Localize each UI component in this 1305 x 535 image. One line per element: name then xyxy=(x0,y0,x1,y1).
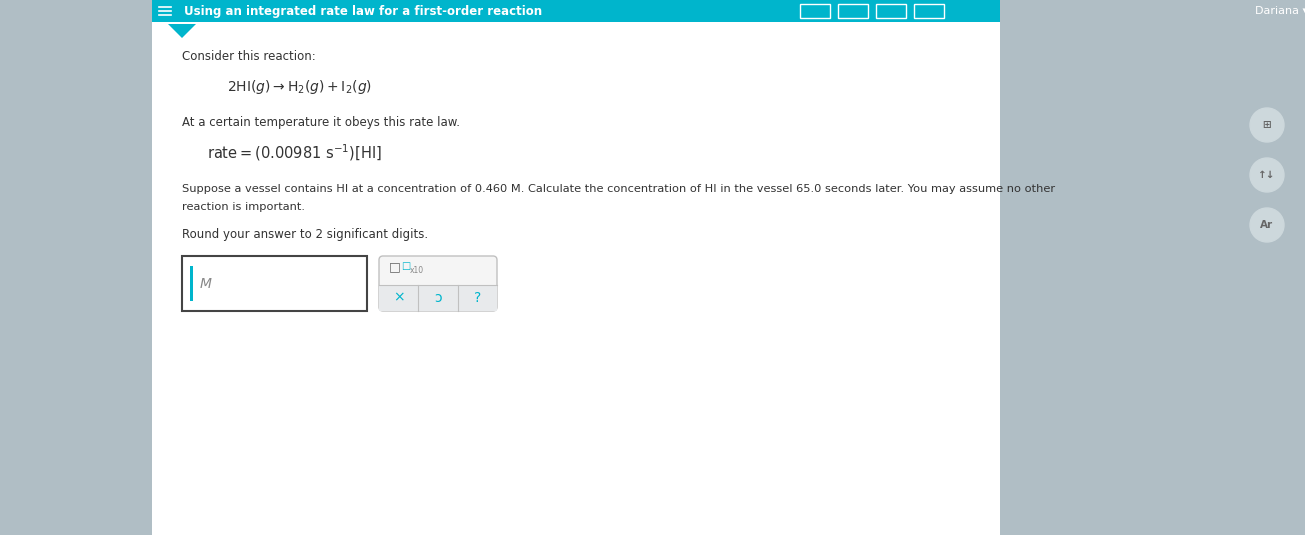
Text: ⊞: ⊞ xyxy=(1263,120,1271,130)
Text: Suppose a vessel contains HI at a concentration of 0.460 Μ. Calculate the concen: Suppose a vessel contains HI at a concen… xyxy=(181,184,1056,194)
Text: Round your answer to 2 significant digits.: Round your answer to 2 significant digit… xyxy=(181,228,428,241)
Bar xyxy=(1000,0,1305,535)
Bar xyxy=(838,4,868,18)
Text: Consider this reaction:: Consider this reaction: xyxy=(181,50,316,63)
Text: ↑↓: ↑↓ xyxy=(1258,170,1276,180)
Bar xyxy=(913,4,944,18)
Bar xyxy=(378,285,497,311)
Text: ↄ: ↄ xyxy=(435,291,442,305)
Bar xyxy=(0,0,151,535)
Text: □: □ xyxy=(389,260,401,273)
Bar xyxy=(876,4,906,18)
Bar xyxy=(151,0,1000,22)
Circle shape xyxy=(1250,158,1284,192)
Bar xyxy=(181,256,367,311)
Text: M: M xyxy=(200,277,211,291)
Text: ?: ? xyxy=(474,291,482,305)
Text: Dariana ▾: Dariana ▾ xyxy=(1255,6,1305,16)
Circle shape xyxy=(1250,208,1284,242)
Text: □: □ xyxy=(401,261,410,271)
Text: $\mathrm{rate} = \left(0.00981\ \mathrm{s}^{-1}\right)\left[\mathrm{HI}\right]$: $\mathrm{rate} = \left(0.00981\ \mathrm{… xyxy=(207,142,382,163)
Text: $2\mathrm{HI}(g) \rightarrow \mathrm{H_2}(g)+\mathrm{I_2}(g)$: $2\mathrm{HI}(g) \rightarrow \mathrm{H_2… xyxy=(227,78,372,96)
Bar xyxy=(191,266,193,301)
Circle shape xyxy=(1250,108,1284,142)
Text: x10: x10 xyxy=(410,266,424,275)
FancyBboxPatch shape xyxy=(378,256,497,311)
Text: Ar: Ar xyxy=(1261,220,1274,230)
Text: Using an integrated rate law for a first-order reaction: Using an integrated rate law for a first… xyxy=(184,4,542,18)
Bar xyxy=(151,0,1000,535)
Polygon shape xyxy=(168,24,196,38)
Bar xyxy=(800,4,830,18)
Text: ×: × xyxy=(393,291,405,305)
Text: At a certain temperature it obeys this rate law.: At a certain temperature it obeys this r… xyxy=(181,116,459,129)
Text: reaction is important.: reaction is important. xyxy=(181,202,305,212)
